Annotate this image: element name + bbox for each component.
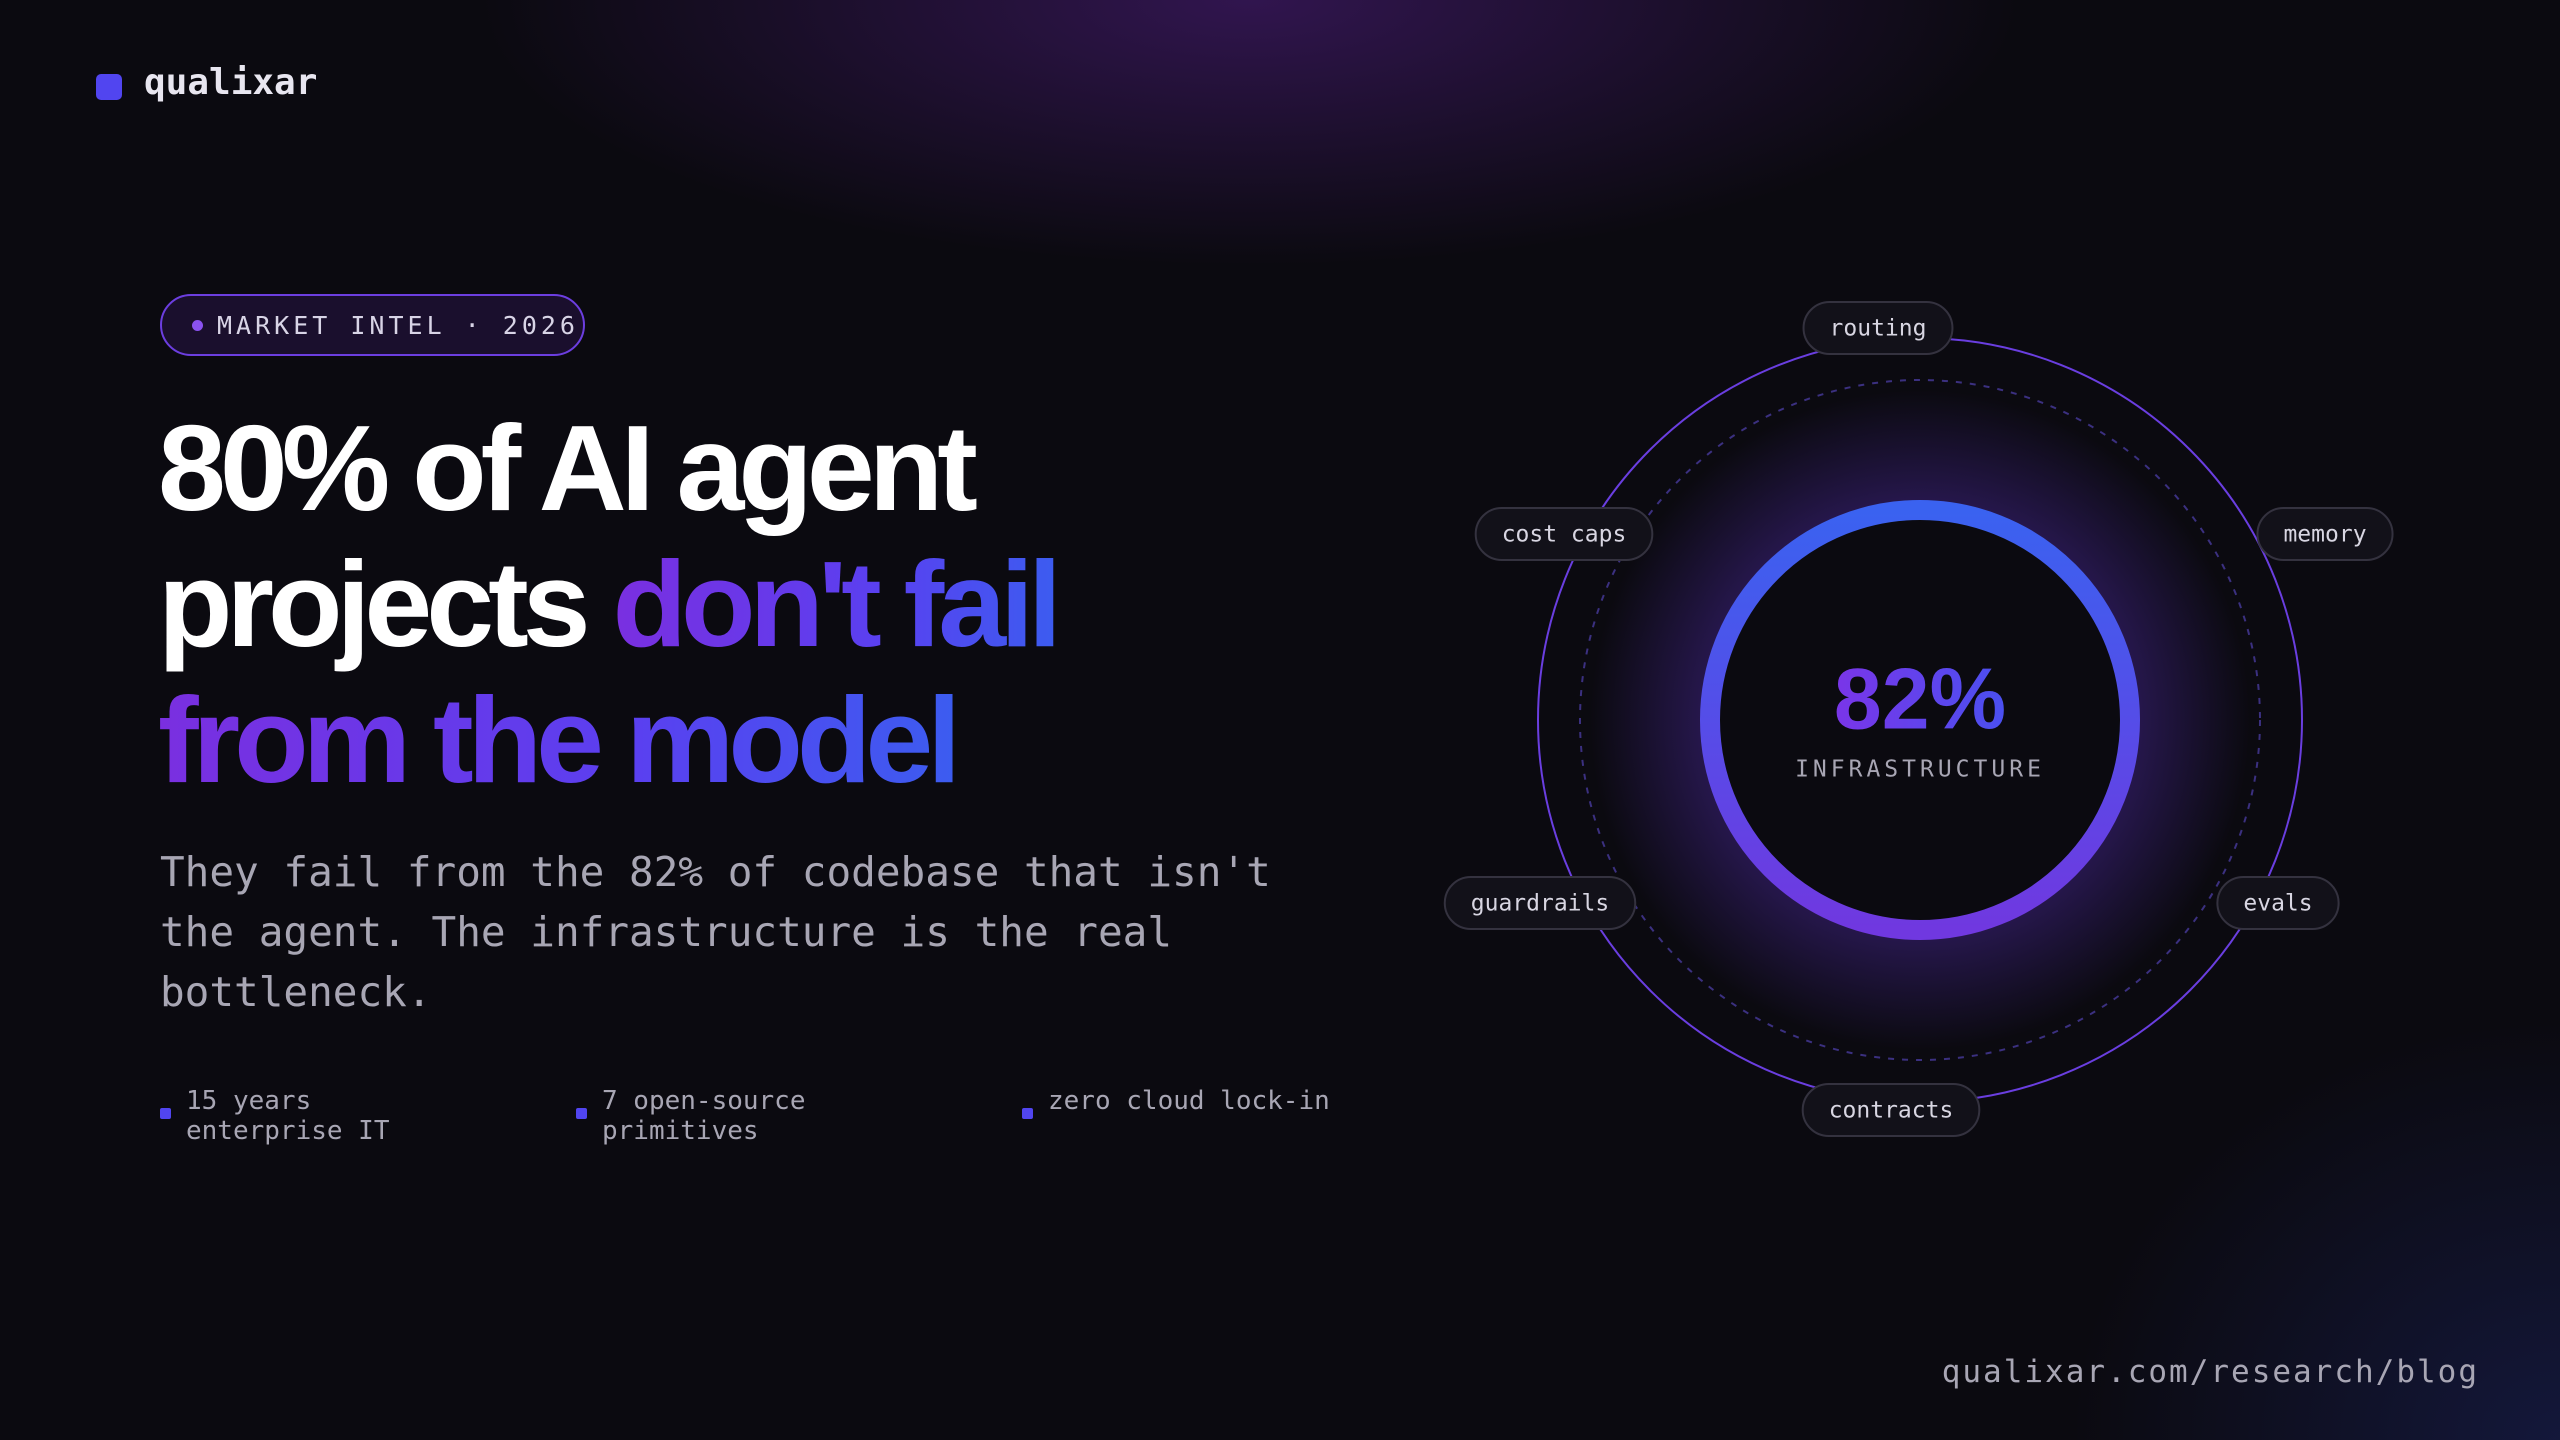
headline-accent: don't fail	[612, 536, 1062, 672]
headline-plain: projects	[158, 536, 591, 672]
badge-dot	[192, 319, 203, 331]
node-pill	[1474, 507, 1654, 561]
headline-line: from the model	[158, 672, 961, 808]
fact: 7 open-source primitives	[576, 1086, 892, 1146]
node-label: evals	[2243, 891, 2312, 917]
node-pill	[1801, 1083, 1981, 1137]
node-label: cost caps	[1502, 522, 1627, 548]
node-pill	[1802, 301, 1954, 355]
brand: qualixar	[144, 62, 318, 103]
center-ring	[1700, 500, 2140, 940]
node-label: guardrails	[1471, 891, 1609, 917]
nodes: routing memory evals contracts guardrails cos…	[1443, 301, 2394, 1137]
node-label: contracts	[1829, 1098, 1954, 1124]
inner-orbit	[1579, 379, 2261, 1061]
node-label: routing	[1830, 316, 1927, 342]
node-pill	[1443, 876, 1637, 930]
fact: zero cloud lock-in	[1022, 1086, 1338, 1119]
badge: MARKET INTEL · 2026	[160, 294, 585, 356]
subtitle: They fail from the 82% of codebase that …	[160, 848, 1271, 1016]
headline-line: 80% of AI agent	[158, 400, 978, 536]
footer-url: qualixar.com/research/blog	[1941, 1354, 2479, 1390]
center-value: 82%	[1834, 652, 2006, 748]
node-pill	[2256, 507, 2394, 561]
badge-text: MARKET INTEL · 2026	[217, 310, 579, 340]
fact: 15 years enterprise IT	[160, 1086, 476, 1146]
logo-mark	[96, 74, 122, 100]
headline-accent: from the model	[158, 672, 961, 808]
center-label: INFRASTRUCTURE	[1795, 757, 2045, 783]
node-pill	[2216, 876, 2340, 930]
node-label: memory	[2283, 522, 2366, 548]
diagram: 82% INFRASTRUCTURE routing memory evals con…	[1443, 301, 2394, 1137]
headline-line: projects don't fail	[158, 536, 1062, 672]
